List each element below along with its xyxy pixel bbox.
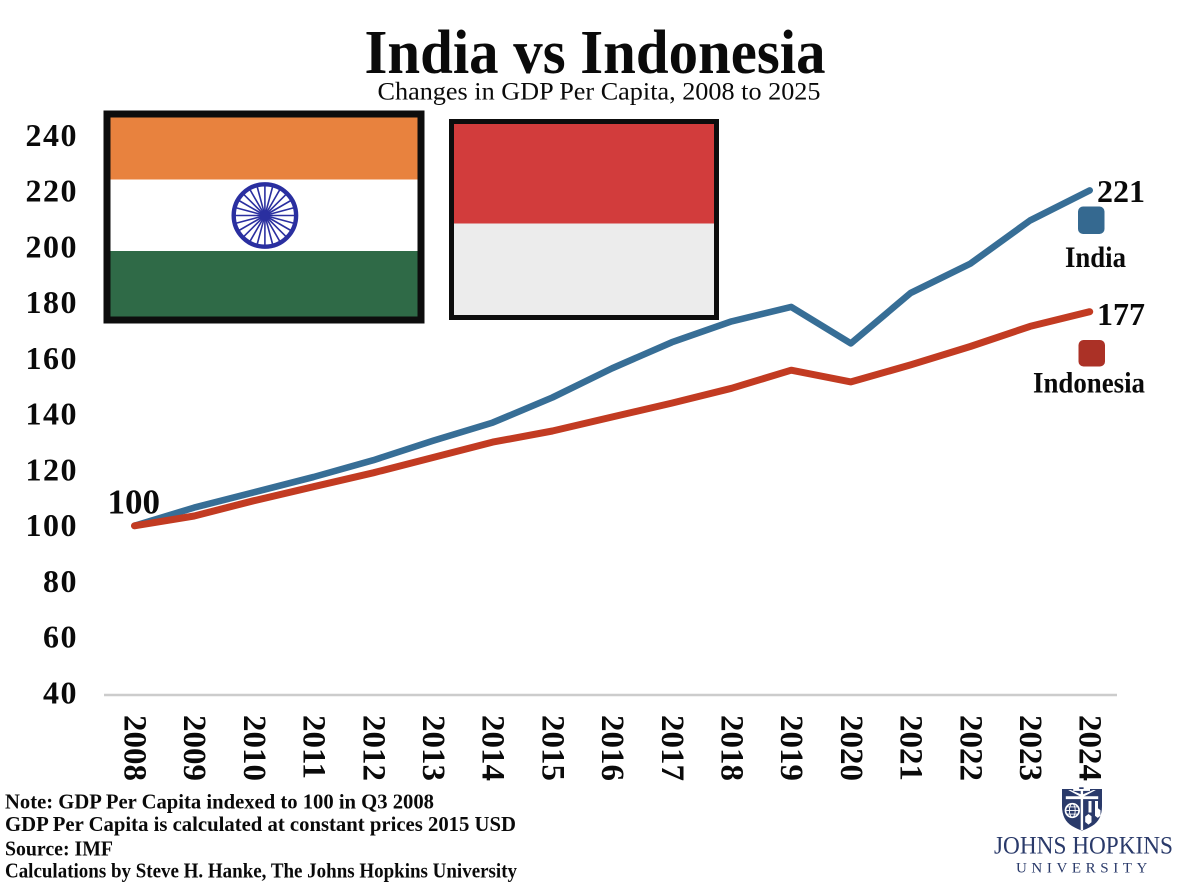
svg-text:2011: 2011 (296, 715, 332, 779)
svg-text:2008: 2008 (117, 715, 153, 781)
svg-text:240: 240 (26, 117, 79, 153)
svg-text:60: 60 (43, 619, 78, 655)
svg-text:2020: 2020 (833, 715, 869, 781)
svg-text:40: 40 (43, 674, 78, 710)
svg-text:2021: 2021 (893, 715, 929, 781)
svg-text:Indonesia: Indonesia (1033, 368, 1145, 400)
svg-text:GDP Per Capita is calculated a: GDP Per Capita is calculated at constant… (5, 812, 516, 836)
svg-text:2009: 2009 (176, 715, 212, 781)
svg-text:2016: 2016 (594, 715, 630, 781)
svg-text:2013: 2013 (415, 715, 451, 781)
svg-text:160: 160 (26, 340, 79, 376)
svg-text:220: 220 (26, 173, 79, 209)
svg-text:2018: 2018 (714, 715, 750, 781)
svg-text:Source: IMF: Source: IMF (5, 837, 113, 861)
svg-text:2023: 2023 (1012, 715, 1048, 781)
svg-text:Calculations by Steve H. Hanke: Calculations by Steve H. Hanke, The John… (5, 859, 517, 883)
svg-text:120: 120 (26, 451, 79, 487)
svg-text:JOHNS HOPKINS: JOHNS HOPKINS (994, 832, 1173, 859)
svg-text:Changes in GDP Per Capita, 200: Changes in GDP Per Capita, 2008 to 2025 (378, 79, 821, 106)
svg-text:UNIVERSITY: UNIVERSITY (1016, 860, 1152, 876)
svg-text:177: 177 (1097, 296, 1145, 332)
svg-text:200: 200 (26, 228, 79, 264)
svg-text:2022: 2022 (952, 715, 988, 781)
svg-text:221: 221 (1097, 173, 1145, 209)
svg-text:80: 80 (43, 563, 78, 599)
svg-text:2015: 2015 (534, 715, 570, 781)
svg-text:2024: 2024 (1072, 715, 1108, 781)
svg-text:2017: 2017 (654, 715, 690, 781)
svg-text:2019: 2019 (773, 715, 809, 781)
svg-text:India vs Indonesia: India vs Indonesia (365, 19, 826, 87)
svg-text:2010: 2010 (236, 715, 272, 781)
svg-text:India: India (1065, 241, 1126, 274)
svg-text:100: 100 (108, 483, 161, 522)
svg-text:2012: 2012 (355, 715, 391, 781)
svg-text:180: 180 (26, 284, 79, 320)
svg-text:2014: 2014 (475, 715, 511, 781)
svg-text:Note: GDP Per Capita indexed t: Note: GDP Per Capita indexed to 100 in Q… (5, 790, 434, 814)
svg-text:100: 100 (26, 507, 79, 543)
svg-text:140: 140 (26, 396, 79, 432)
